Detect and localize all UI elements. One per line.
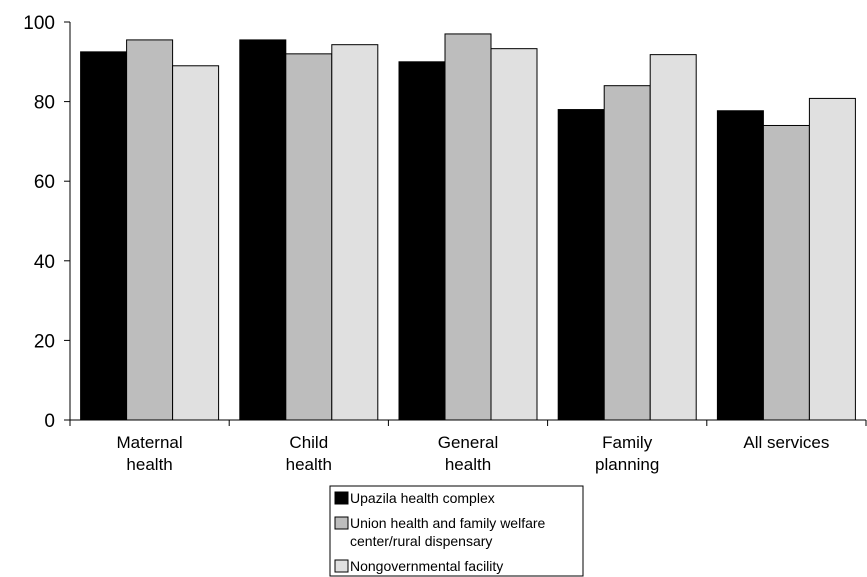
legend-swatch-series-3 <box>334 559 349 573</box>
legend-label-series-1: Upazila health complex <box>350 490 495 506</box>
legend-swatch-series-2 <box>334 516 349 530</box>
legend-label-series-2: center/rural dispensary <box>350 533 492 549</box>
bar-series-1-category-2 <box>239 39 287 421</box>
legend: Upazila health complex Union health and f… <box>329 485 584 577</box>
bar-series-3-category-1 <box>172 65 220 421</box>
legend-box <box>329 485 584 577</box>
bar-series-3-category-2 <box>331 44 379 421</box>
y-tick-label: 40 <box>34 252 55 273</box>
axes-group <box>69 22 867 426</box>
legend-label-series-3: Nongovernmental facility <box>350 558 503 574</box>
category-labels-group: Maternal health Child health General health Fa… <box>117 433 830 474</box>
bar-series-1-category-5 <box>716 110 764 421</box>
bar-series-1-category-4 <box>557 109 605 421</box>
x-category-label: health <box>286 455 332 474</box>
bar-series-1-category-1 <box>80 51 128 421</box>
y-tick-label: 100 <box>23 13 55 34</box>
y-ticks-group: 0 20 40 60 80 100 <box>23 13 70 432</box>
bar-series-3-category-4 <box>649 54 697 421</box>
x-category-label: All services <box>743 433 829 452</box>
bar-series-2-category-1 <box>126 39 174 421</box>
x-category-label: Child <box>289 433 328 452</box>
bar-series-1-category-3 <box>398 61 446 421</box>
x-category-label: health <box>445 455 491 474</box>
legend-swatch-series-1 <box>334 491 349 505</box>
bar-series-2-category-4 <box>603 85 651 421</box>
x-category-label: Maternal <box>117 433 183 452</box>
bar-series-3-category-3 <box>490 48 538 421</box>
bar-series-2-category-5 <box>762 124 810 421</box>
y-tick-label: 20 <box>34 331 55 352</box>
bar-series-2-category-3 <box>444 33 492 421</box>
x-category-label: planning <box>595 455 659 474</box>
x-category-label: Family <box>602 433 653 452</box>
bar-series-3-category-5 <box>808 97 856 421</box>
bar-series-2-category-2 <box>285 53 333 421</box>
y-tick-label: 60 <box>34 172 55 193</box>
legend-label-series-2: Union health and family welfare <box>350 515 546 531</box>
x-category-label: health <box>126 455 172 474</box>
x-category-label: General <box>438 433 498 452</box>
y-tick-label: 80 <box>34 93 55 114</box>
bars-group <box>80 33 856 421</box>
y-tick-label: 0 <box>44 411 55 432</box>
